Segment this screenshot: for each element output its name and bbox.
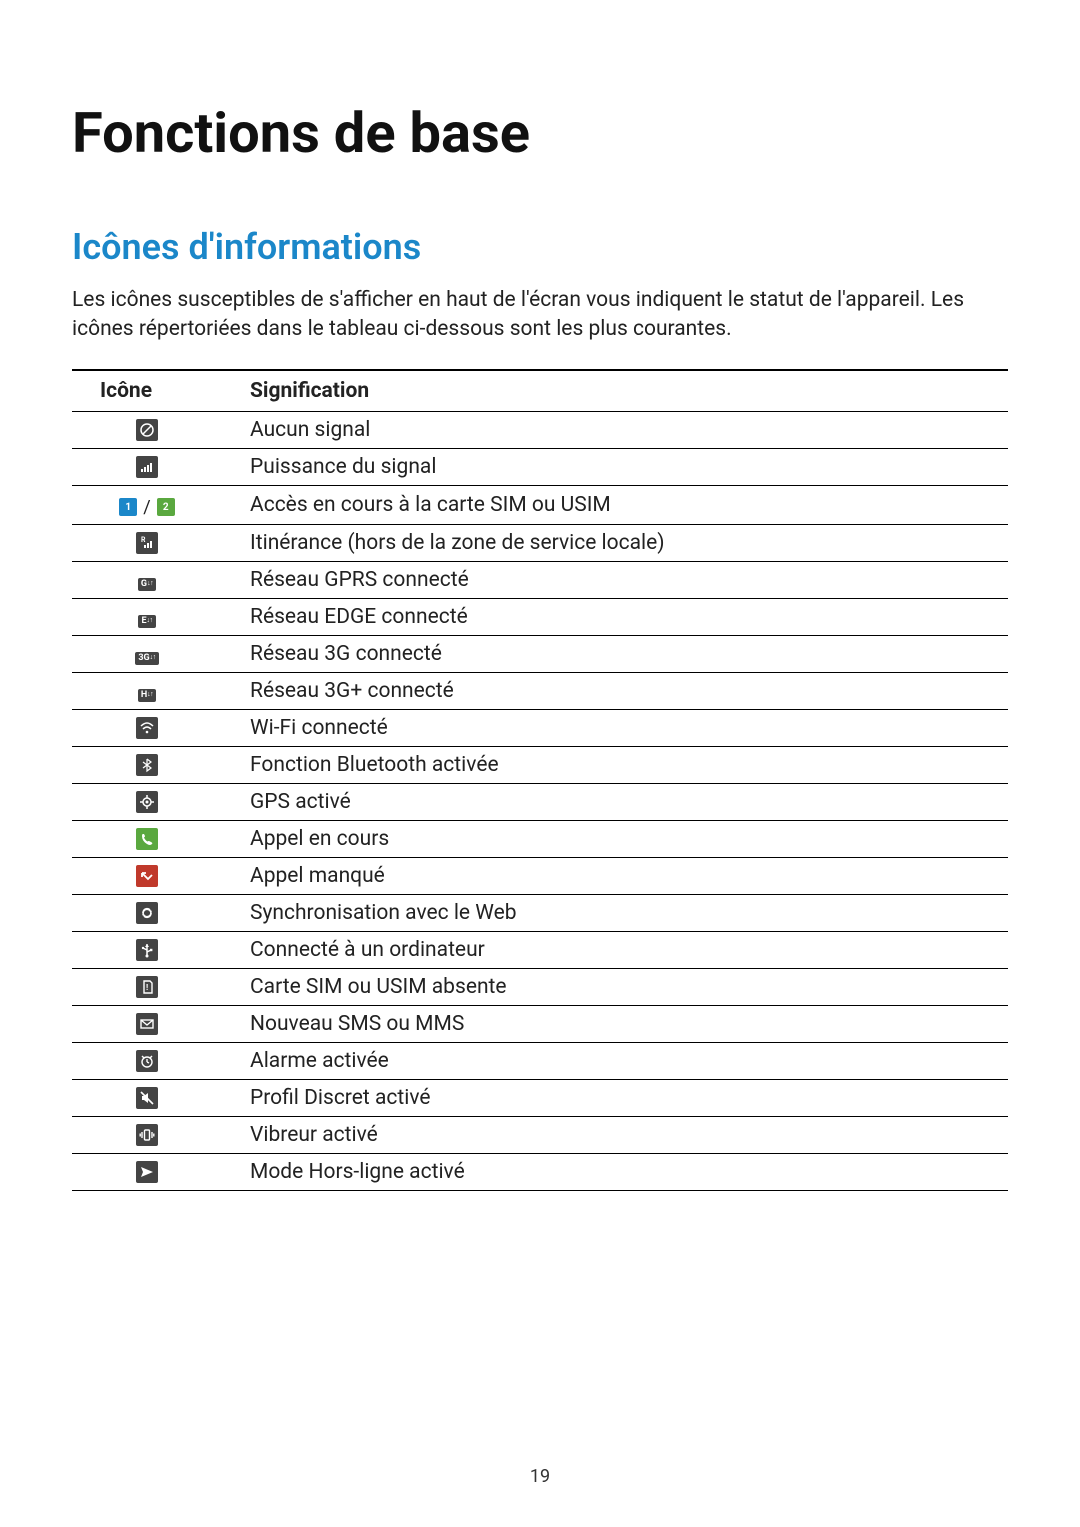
icon-cell: E↓↑ bbox=[72, 598, 222, 635]
icon-cell: R bbox=[72, 524, 222, 561]
col-icon-header: Icône bbox=[72, 370, 222, 412]
table-row: R Itinérance (hors de la zone de service … bbox=[72, 524, 1008, 561]
sim2-chip: 2 bbox=[157, 498, 175, 516]
table-row: Synchronisation avec le Web bbox=[72, 894, 1008, 931]
no-signal-icon bbox=[136, 419, 158, 441]
intro-text: Les icônes susceptibles de s'afficher en… bbox=[72, 286, 1008, 345]
net-gprs-icon: G↓↑ bbox=[138, 578, 156, 591]
sim1-chip: 1 bbox=[119, 498, 137, 516]
section-heading: Icônes d'informations bbox=[72, 226, 1008, 268]
table-row: E↓↑ Réseau EDGE connecté bbox=[72, 598, 1008, 635]
meaning-cell: Vibreur activé bbox=[222, 1116, 1008, 1153]
message-icon bbox=[136, 1013, 158, 1035]
meaning-cell: Itinérance (hors de la zone de service l… bbox=[222, 524, 1008, 561]
icon-cell bbox=[72, 709, 222, 746]
icon-cell bbox=[72, 448, 222, 485]
meaning-cell: Connecté à un ordinateur bbox=[222, 931, 1008, 968]
net-3g-icon: 3G↓↑ bbox=[135, 652, 158, 665]
icon-cell bbox=[72, 411, 222, 448]
meaning-cell: Réseau GPRS connecté bbox=[222, 561, 1008, 598]
table-row: Puissance du signal bbox=[72, 448, 1008, 485]
call-missed-icon bbox=[136, 865, 158, 887]
meaning-cell: Accès en cours à la carte SIM ou USIM bbox=[222, 485, 1008, 524]
col-meaning-header: Signification bbox=[222, 370, 1008, 412]
sim-separator: / bbox=[143, 497, 150, 518]
meaning-cell: Wi-Fi connecté bbox=[222, 709, 1008, 746]
icon-cell bbox=[72, 1042, 222, 1079]
meaning-cell: Aucun signal bbox=[222, 411, 1008, 448]
table-row: Vibreur activé bbox=[72, 1116, 1008, 1153]
icon-cell: H↓↑ bbox=[72, 672, 222, 709]
table-row: Nouveau SMS ou MMS bbox=[72, 1005, 1008, 1042]
meaning-cell: Alarme activée bbox=[222, 1042, 1008, 1079]
airplane-icon bbox=[136, 1161, 158, 1183]
table-row: Appel en cours bbox=[72, 820, 1008, 857]
meaning-cell: Carte SIM ou USIM absente bbox=[222, 968, 1008, 1005]
roaming-icon: R bbox=[136, 532, 158, 554]
icon-cell bbox=[72, 931, 222, 968]
table-row: 1 / 2 Accès en cours à la carte SIM ou U… bbox=[72, 485, 1008, 524]
table-row: H↓↑ Réseau 3G+ connecté bbox=[72, 672, 1008, 709]
table-row: Profil Discret activé bbox=[72, 1079, 1008, 1116]
meaning-cell: GPS activé bbox=[222, 783, 1008, 820]
bluetooth-icon bbox=[136, 754, 158, 776]
table-row: Alarme activée bbox=[72, 1042, 1008, 1079]
svg-text:!: ! bbox=[146, 983, 148, 992]
meaning-cell: Réseau 3G connecté bbox=[222, 635, 1008, 672]
meaning-cell: Puissance du signal bbox=[222, 448, 1008, 485]
icon-cell bbox=[72, 1079, 222, 1116]
meaning-cell: Réseau EDGE connecté bbox=[222, 598, 1008, 635]
page-number: 19 bbox=[0, 1466, 1080, 1487]
table-row: ! Carte SIM ou USIM absente bbox=[72, 968, 1008, 1005]
icon-cell bbox=[72, 1005, 222, 1042]
meaning-cell: Fonction Bluetooth activée bbox=[222, 746, 1008, 783]
call-active-icon bbox=[136, 828, 158, 850]
icon-cell bbox=[72, 783, 222, 820]
icon-table: Icône Signification Aucun signalPuissanc… bbox=[72, 369, 1008, 1191]
page-title: Fonctions de base bbox=[72, 100, 1008, 166]
gps-icon bbox=[136, 791, 158, 813]
meaning-cell: Réseau 3G+ connecté bbox=[222, 672, 1008, 709]
icon-cell bbox=[72, 857, 222, 894]
table-row: Mode Hors-ligne activé bbox=[72, 1153, 1008, 1190]
meaning-cell: Appel en cours bbox=[222, 820, 1008, 857]
table-row: Appel manqué bbox=[72, 857, 1008, 894]
table-row: Aucun signal bbox=[72, 411, 1008, 448]
meaning-cell: Synchronisation avec le Web bbox=[222, 894, 1008, 931]
icon-cell bbox=[72, 1153, 222, 1190]
table-row: 3G↓↑ Réseau 3G connecté bbox=[72, 635, 1008, 672]
sync-icon bbox=[136, 902, 158, 924]
table-row: GPS activé bbox=[72, 783, 1008, 820]
table-row: Connecté à un ordinateur bbox=[72, 931, 1008, 968]
vibrate-icon bbox=[136, 1124, 158, 1146]
icon-cell bbox=[72, 894, 222, 931]
wifi-icon bbox=[136, 717, 158, 739]
icon-cell bbox=[72, 746, 222, 783]
meaning-cell: Mode Hors-ligne activé bbox=[222, 1153, 1008, 1190]
silent-icon bbox=[136, 1087, 158, 1109]
no-sim-icon: ! bbox=[136, 976, 158, 998]
icon-cell bbox=[72, 820, 222, 857]
svg-text:R: R bbox=[141, 536, 146, 544]
icon-cell: ! bbox=[72, 968, 222, 1005]
table-row: G↓↑ Réseau GPRS connecté bbox=[72, 561, 1008, 598]
sim-pair-icon: 1 / 2 bbox=[119, 497, 174, 518]
meaning-cell: Nouveau SMS ou MMS bbox=[222, 1005, 1008, 1042]
table-row: Fonction Bluetooth activée bbox=[72, 746, 1008, 783]
net-edge-icon: E↓↑ bbox=[138, 615, 155, 628]
icon-cell: 3G↓↑ bbox=[72, 635, 222, 672]
table-row: Wi-Fi connecté bbox=[72, 709, 1008, 746]
alarm-icon bbox=[136, 1050, 158, 1072]
icon-cell: G↓↑ bbox=[72, 561, 222, 598]
meaning-cell: Appel manqué bbox=[222, 857, 1008, 894]
icon-cell: 1 / 2 bbox=[72, 485, 222, 524]
meaning-cell: Profil Discret activé bbox=[222, 1079, 1008, 1116]
icon-cell bbox=[72, 1116, 222, 1153]
usb-icon bbox=[136, 939, 158, 961]
net-3gplus-icon: H↓↑ bbox=[138, 689, 156, 702]
signal-icon bbox=[136, 456, 158, 478]
